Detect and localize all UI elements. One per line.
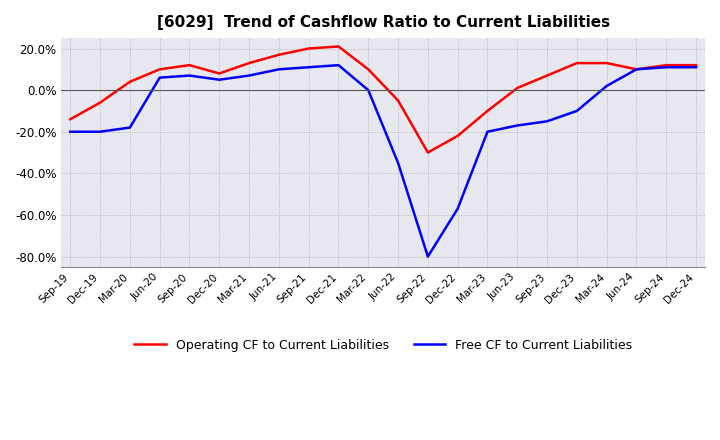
Free CF to Current Liabilities xyxy=(66,129,75,134)
Line: Free CF to Current Liabilities: Free CF to Current Liabilities xyxy=(71,65,696,257)
Operating CF to Current Liabilities xyxy=(394,98,402,103)
Free CF to Current Liabilities xyxy=(125,125,134,130)
Free CF to Current Liabilities xyxy=(543,119,552,124)
Operating CF to Current Liabilities xyxy=(454,133,462,139)
Operating CF to Current Liabilities xyxy=(364,67,373,72)
Title: [6029]  Trend of Cashflow Ratio to Current Liabilities: [6029] Trend of Cashflow Ratio to Curren… xyxy=(157,15,610,30)
Free CF to Current Liabilities xyxy=(96,129,104,134)
Operating CF to Current Liabilities xyxy=(96,100,104,105)
Operating CF to Current Liabilities xyxy=(572,60,581,66)
Operating CF to Current Liabilities xyxy=(274,52,283,57)
Free CF to Current Liabilities xyxy=(245,73,253,78)
Free CF to Current Liabilities xyxy=(603,83,611,88)
Free CF to Current Liabilities xyxy=(364,88,373,93)
Operating CF to Current Liabilities xyxy=(692,62,701,68)
Operating CF to Current Liabilities xyxy=(66,117,75,122)
Operating CF to Current Liabilities xyxy=(662,62,670,68)
Operating CF to Current Liabilities xyxy=(305,46,313,51)
Operating CF to Current Liabilities xyxy=(603,60,611,66)
Legend: Operating CF to Current Liabilities, Free CF to Current Liabilities: Operating CF to Current Liabilities, Fre… xyxy=(130,334,637,357)
Free CF to Current Liabilities xyxy=(394,160,402,165)
Operating CF to Current Liabilities xyxy=(483,108,492,114)
Operating CF to Current Liabilities xyxy=(156,67,164,72)
Free CF to Current Liabilities xyxy=(692,65,701,70)
Operating CF to Current Liabilities xyxy=(215,71,224,76)
Free CF to Current Liabilities xyxy=(483,129,492,134)
Operating CF to Current Liabilities xyxy=(632,67,641,72)
Free CF to Current Liabilities xyxy=(513,123,521,128)
Operating CF to Current Liabilities xyxy=(245,60,253,66)
Operating CF to Current Liabilities xyxy=(513,85,521,91)
Free CF to Current Liabilities xyxy=(156,75,164,80)
Free CF to Current Liabilities xyxy=(185,73,194,78)
Free CF to Current Liabilities xyxy=(274,67,283,72)
Free CF to Current Liabilities xyxy=(334,62,343,68)
Operating CF to Current Liabilities xyxy=(543,73,552,78)
Free CF to Current Liabilities xyxy=(215,77,224,82)
Operating CF to Current Liabilities xyxy=(423,150,432,155)
Operating CF to Current Liabilities xyxy=(185,62,194,68)
Free CF to Current Liabilities xyxy=(572,108,581,114)
Free CF to Current Liabilities xyxy=(305,65,313,70)
Free CF to Current Liabilities xyxy=(662,65,670,70)
Operating CF to Current Liabilities xyxy=(125,79,134,84)
Free CF to Current Liabilities xyxy=(423,254,432,259)
Line: Operating CF to Current Liabilities: Operating CF to Current Liabilities xyxy=(71,47,696,153)
Free CF to Current Liabilities xyxy=(632,67,641,72)
Operating CF to Current Liabilities xyxy=(334,44,343,49)
Free CF to Current Liabilities xyxy=(454,206,462,211)
